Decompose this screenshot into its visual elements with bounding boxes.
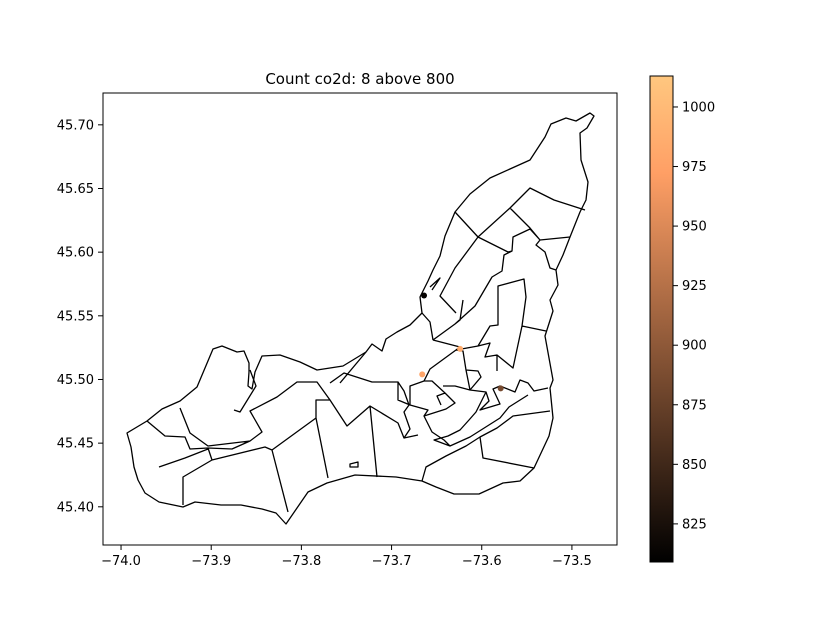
x-tick-label: −73.8 <box>281 554 321 569</box>
colorbar-tick-label: 975 <box>682 160 707 175</box>
x-tick-label: −74.0 <box>101 554 141 569</box>
x-tick-label: −73.7 <box>372 554 412 569</box>
x-axis: −74.0 −73.9 −73.8 −73.7 −73.6 −73.5 <box>101 545 592 569</box>
borough-map <box>126 112 595 525</box>
data-point <box>457 345 464 352</box>
data-points <box>419 292 504 392</box>
island-outline <box>126 112 595 525</box>
data-point <box>421 292 428 299</box>
colorbar-tick-label: 900 <box>682 339 707 354</box>
y-tick-label: 45.55 <box>57 309 94 324</box>
x-tick-label: −73.9 <box>191 554 231 569</box>
colorbar <box>649 75 674 563</box>
y-tick-label: 45.65 <box>57 182 94 197</box>
y-tick-label: 45.40 <box>57 500 94 515</box>
data-point <box>419 371 426 378</box>
colorbar-tick-label: 825 <box>682 517 707 532</box>
colorbar-tick-label: 925 <box>682 279 707 294</box>
x-tick-label: −73.5 <box>552 554 592 569</box>
colorbar-axis: 825 850 875 900 925 950 975 1000 <box>673 100 715 532</box>
y-tick-label: 45.70 <box>57 118 94 133</box>
y-tick-label: 45.45 <box>57 437 94 452</box>
colorbar-tick-label: 950 <box>682 220 707 235</box>
y-tick-label: 45.60 <box>57 246 94 261</box>
colorbar-tick-label: 1000 <box>682 100 715 115</box>
y-tick-label: 45.50 <box>57 373 94 388</box>
x-tick-label: −73.6 <box>462 554 502 569</box>
colorbar-tick-label: 875 <box>682 398 707 413</box>
data-point <box>497 385 504 392</box>
y-axis: 45.40 45.45 45.50 45.55 45.60 45.65 45.70 <box>57 118 103 515</box>
plot-area <box>102 92 618 546</box>
colorbar-tick-label: 850 <box>682 458 707 473</box>
chart-title: Count co2d: 8 above 800 <box>265 70 454 88</box>
